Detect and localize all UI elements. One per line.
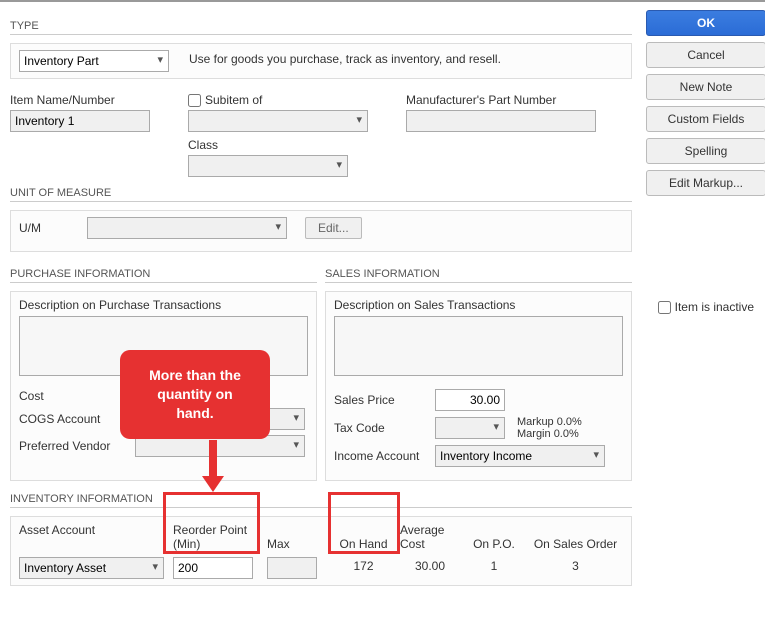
sales-section-label: SALES INFORMATION: [325, 268, 632, 280]
asset-account-label: Asset Account: [19, 523, 95, 551]
vendor-label: Preferred Vendor: [19, 439, 129, 453]
annotation-frame-reorder: [163, 492, 260, 554]
annotation-frame-onhand: [328, 492, 400, 554]
uom-edit-button[interactable]: Edit...: [305, 217, 362, 239]
onpo-label: On P.O.: [473, 523, 515, 551]
purchase-section-label: PURCHASE INFORMATION: [10, 268, 317, 280]
item-inactive-label: Item is inactive: [675, 300, 754, 314]
markup-label: Markup: [517, 416, 554, 428]
onso-value: 3: [568, 557, 583, 575]
tax-code-label: Tax Code: [334, 421, 429, 435]
onso-label: On Sales Order: [534, 523, 617, 551]
type-section-label: TYPE: [10, 20, 632, 32]
income-account-label: Income Account: [334, 449, 429, 463]
margin-label: Margin: [517, 428, 551, 440]
class-label: Class: [188, 138, 348, 152]
avgcost-value: 30.00: [411, 557, 449, 575]
max-input[interactable]: [267, 557, 317, 579]
markup-value: 0.0%: [557, 416, 582, 428]
item-inactive-checkbox[interactable]: [658, 301, 671, 314]
uom-label: U/M: [19, 221, 69, 235]
sales-price-label: Sales Price: [334, 393, 429, 407]
spelling-button[interactable]: Spelling: [646, 138, 765, 164]
cancel-button[interactable]: Cancel: [646, 42, 765, 68]
ok-button[interactable]: OK: [646, 10, 765, 36]
type-select[interactable]: [19, 50, 169, 72]
inventory-section-label: INVENTORY INFORMATION: [10, 493, 632, 505]
edit-markup-button[interactable]: Edit Markup...: [646, 170, 765, 196]
margin-value: 0.0%: [554, 428, 579, 440]
item-name-input[interactable]: [10, 110, 150, 132]
purchase-desc-label: Description on Purchase Transactions: [19, 298, 308, 312]
sales-desc-textarea[interactable]: [334, 316, 623, 376]
tax-code-select[interactable]: [435, 417, 505, 439]
class-select[interactable]: [188, 155, 348, 177]
sales-desc-label: Description on Sales Transactions: [334, 298, 623, 312]
uom-section-label: UNIT OF MEASURE: [10, 187, 632, 199]
uom-select[interactable]: [87, 217, 287, 239]
asset-account-select[interactable]: [19, 557, 164, 579]
sales-price-input[interactable]: [435, 389, 505, 411]
mfg-part-label: Manufacturer's Part Number: [406, 93, 606, 107]
onpo-value: 1: [487, 557, 502, 575]
subitem-label: Subitem of: [205, 93, 262, 107]
max-label: Max: [267, 523, 290, 551]
cogs-label: COGS Account: [19, 412, 129, 426]
custom-fields-button[interactable]: Custom Fields: [646, 106, 765, 132]
subitem-select[interactable]: [188, 110, 368, 132]
item-name-label: Item Name/Number: [10, 93, 170, 107]
annotation-arrow-icon: [198, 440, 228, 495]
onhand-value: 172: [349, 557, 377, 575]
type-description: Use for goods you purchase, track as inv…: [189, 50, 501, 66]
reorder-point-input[interactable]: [173, 557, 253, 579]
subitem-checkbox[interactable]: [188, 94, 201, 107]
mfg-part-input[interactable]: [406, 110, 596, 132]
new-note-button[interactable]: New Note: [646, 74, 765, 100]
cost-label: Cost: [19, 389, 129, 403]
annotation-callout: More than the quantity on hand.: [120, 350, 270, 439]
income-account-select[interactable]: [435, 445, 605, 467]
avgcost-label: Average Cost: [400, 523, 460, 551]
